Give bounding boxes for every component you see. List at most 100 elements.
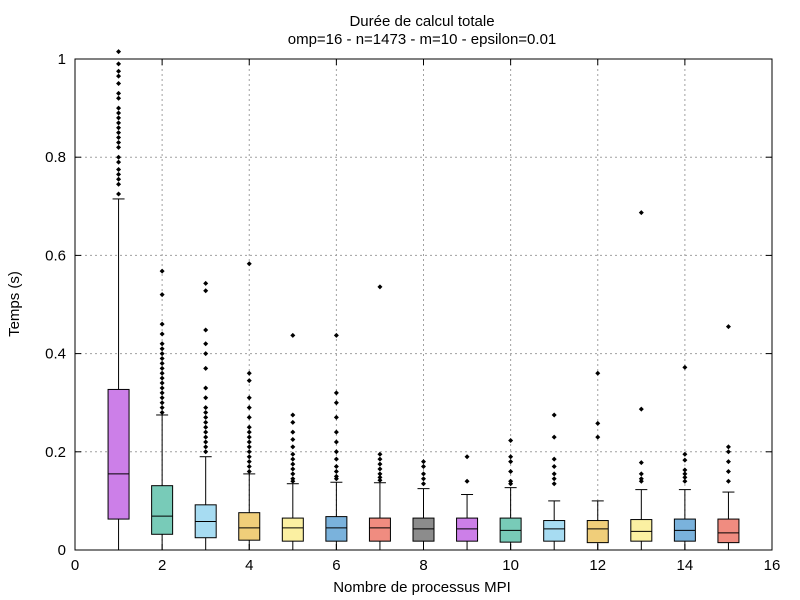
outlier-point [203, 449, 209, 455]
outlier-point [159, 292, 165, 298]
box-group [499, 438, 522, 551]
outlier-point [290, 437, 296, 443]
outlier-point [551, 471, 557, 477]
x-tick-label: 0 [71, 557, 79, 574]
outlier-point [333, 414, 339, 420]
outlier-point [377, 471, 383, 477]
outlier-point [333, 332, 339, 338]
outlier-point [682, 457, 688, 463]
box-group [281, 332, 304, 551]
outlier-point [116, 61, 122, 67]
outlier-point [116, 166, 122, 172]
box-rect [456, 517, 479, 542]
outlier-point [377, 477, 383, 483]
outlier-point [725, 478, 731, 484]
outlier-point [159, 400, 165, 406]
outlier-point [508, 454, 514, 460]
outlier-point [203, 327, 209, 333]
outlier-point [421, 464, 426, 470]
y-axis-label: Temps (s) [6, 271, 23, 337]
outlier-point [333, 464, 339, 470]
outlier-point [246, 429, 252, 435]
outlier-point [203, 385, 209, 391]
outlier-point [159, 360, 165, 366]
outlier-point [203, 414, 209, 420]
box-rect [368, 517, 391, 542]
box-rect [151, 485, 174, 535]
box-rect [325, 516, 348, 542]
box-group [194, 280, 217, 551]
outlier-point [595, 420, 601, 426]
outlier-point [290, 461, 296, 467]
outlier-point [159, 331, 165, 337]
outlier-point [116, 139, 122, 145]
outlier-point [246, 459, 252, 465]
outlier-point [203, 444, 209, 450]
box-rect [586, 520, 609, 544]
outlier-point [116, 191, 122, 197]
outlier-point [116, 154, 122, 160]
outlier-point [551, 464, 557, 470]
outlier-point [203, 341, 209, 347]
outlier-point [725, 324, 731, 330]
x-tick-label: 6 [332, 557, 340, 574]
outlier-point [377, 461, 383, 467]
outlier-point [333, 400, 339, 406]
outlier-point [638, 471, 644, 477]
outlier-point [159, 346, 165, 352]
outlier-point [725, 444, 731, 450]
outlier-point [116, 125, 122, 131]
outlier-point [116, 90, 122, 96]
outlier-point [290, 412, 296, 418]
outlier-point [290, 429, 296, 435]
outlier-point [203, 405, 209, 411]
outlier-point [203, 429, 209, 435]
grid-lines [75, 59, 772, 550]
y-tick-label: 0.6 [45, 247, 66, 264]
outlier-point [116, 120, 122, 126]
outlier-point [246, 449, 252, 455]
outlier-point [421, 481, 426, 487]
y-tick-label: 0.8 [45, 149, 66, 166]
outlier-point [421, 476, 426, 482]
outlier-point [421, 459, 426, 465]
outlier-point [290, 478, 296, 484]
outlier-point [377, 284, 383, 290]
outlier-point [377, 451, 383, 457]
outlier-point [116, 135, 122, 141]
outlier-point [333, 468, 339, 474]
outlier-point [159, 395, 165, 401]
x-axis-label: Nombre de processus MPI [333, 579, 511, 596]
outlier-point [508, 468, 514, 474]
outlier-point [638, 210, 644, 216]
outlier-point [682, 474, 688, 480]
outlier-point [203, 419, 209, 425]
outlier-point [682, 467, 688, 473]
outlier-point [551, 412, 557, 418]
outlier-point [725, 449, 731, 455]
outlier-point [116, 171, 122, 177]
outlier-point [682, 451, 688, 457]
box-group [630, 210, 653, 551]
outlier-point [159, 405, 165, 411]
outlier-point [159, 380, 165, 386]
outlier-point [159, 390, 165, 396]
x-tick-label: 2 [158, 557, 166, 574]
outlier-point [203, 351, 209, 357]
outlier-point [725, 459, 731, 465]
outlier-point [638, 478, 644, 484]
outlier-point [333, 456, 339, 462]
outlier-point [551, 434, 557, 440]
outlier-point [159, 356, 165, 362]
outlier-point [159, 268, 165, 274]
outlier-point [464, 454, 470, 460]
box-rect [281, 517, 304, 542]
outlier-point [246, 444, 252, 450]
outlier-point [246, 468, 252, 474]
outlier-point [116, 73, 122, 79]
outlier-point [159, 370, 165, 376]
outlier-point [595, 434, 601, 440]
y-tick-label: 0.2 [45, 444, 66, 461]
outlier-point [116, 68, 122, 74]
